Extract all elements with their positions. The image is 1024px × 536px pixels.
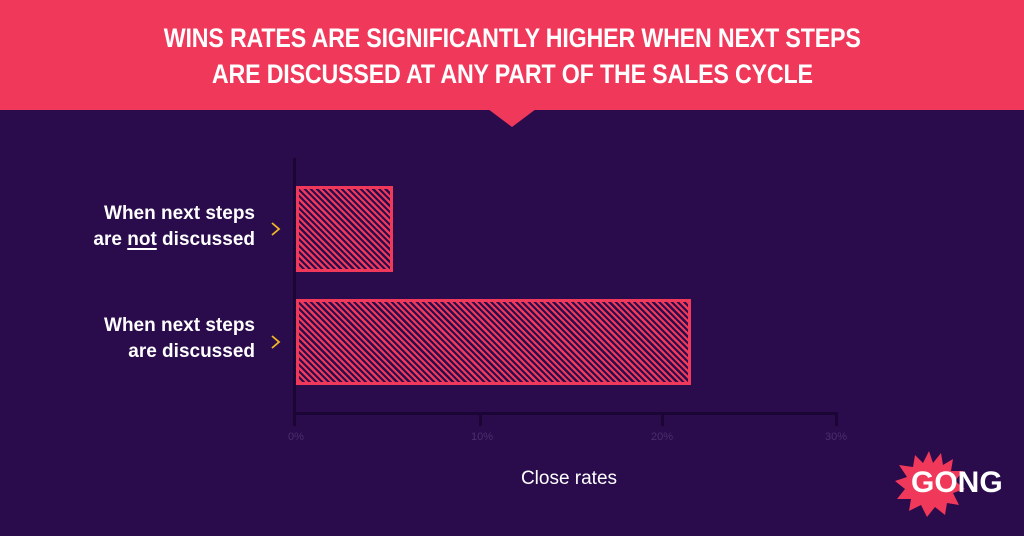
x-tick-label: 0%: [288, 431, 304, 443]
x-tick-10: [479, 412, 482, 426]
bar-discussed: [296, 299, 691, 385]
category-label-line: When next steps: [104, 203, 255, 224]
gong-logo: GONG: [893, 449, 1013, 519]
category-label-not-discussed: When next steps are not discussed: [93, 201, 255, 253]
x-axis-label: Close rates: [520, 468, 618, 489]
category-label-line: When next steps: [104, 315, 255, 336]
bar-not-discussed: [296, 186, 393, 272]
category-label-discussed: When next steps are discussed: [104, 313, 255, 365]
x-tick-label: 30%: [824, 431, 848, 443]
y-axis-line: [293, 158, 296, 416]
label-text: are: [93, 229, 128, 250]
x-tick-0: [293, 412, 296, 426]
title-line-2: ARE DISCUSSED AT ANY PART OF THE SALES C…: [211, 59, 813, 89]
x-tick-label: 20%: [650, 431, 674, 443]
category-label-line: are discussed: [128, 341, 255, 362]
category-label-line: are not discussed: [93, 227, 255, 253]
title-line-1: WINS RATES ARE SIGNIFICANTLY HIGHER WHEN…: [163, 23, 861, 53]
x-tick-30: [835, 412, 838, 426]
banner-pointer: [488, 109, 536, 127]
burst-icon: [895, 451, 965, 517]
title-banner: WINS RATES ARE SIGNIFICANTLY HIGHER WHEN…: [0, 0, 1024, 110]
x-tick-label: 10%: [470, 431, 494, 443]
x-tick-20: [661, 412, 664, 426]
chevron-right-icon: [271, 222, 281, 236]
label-text: discussed: [156, 229, 255, 250]
logo-text: GONG: [911, 466, 1003, 499]
chevron-right-icon: [271, 335, 281, 349]
x-axis-line: [293, 412, 838, 415]
emphasis-not: not: [127, 229, 157, 250]
